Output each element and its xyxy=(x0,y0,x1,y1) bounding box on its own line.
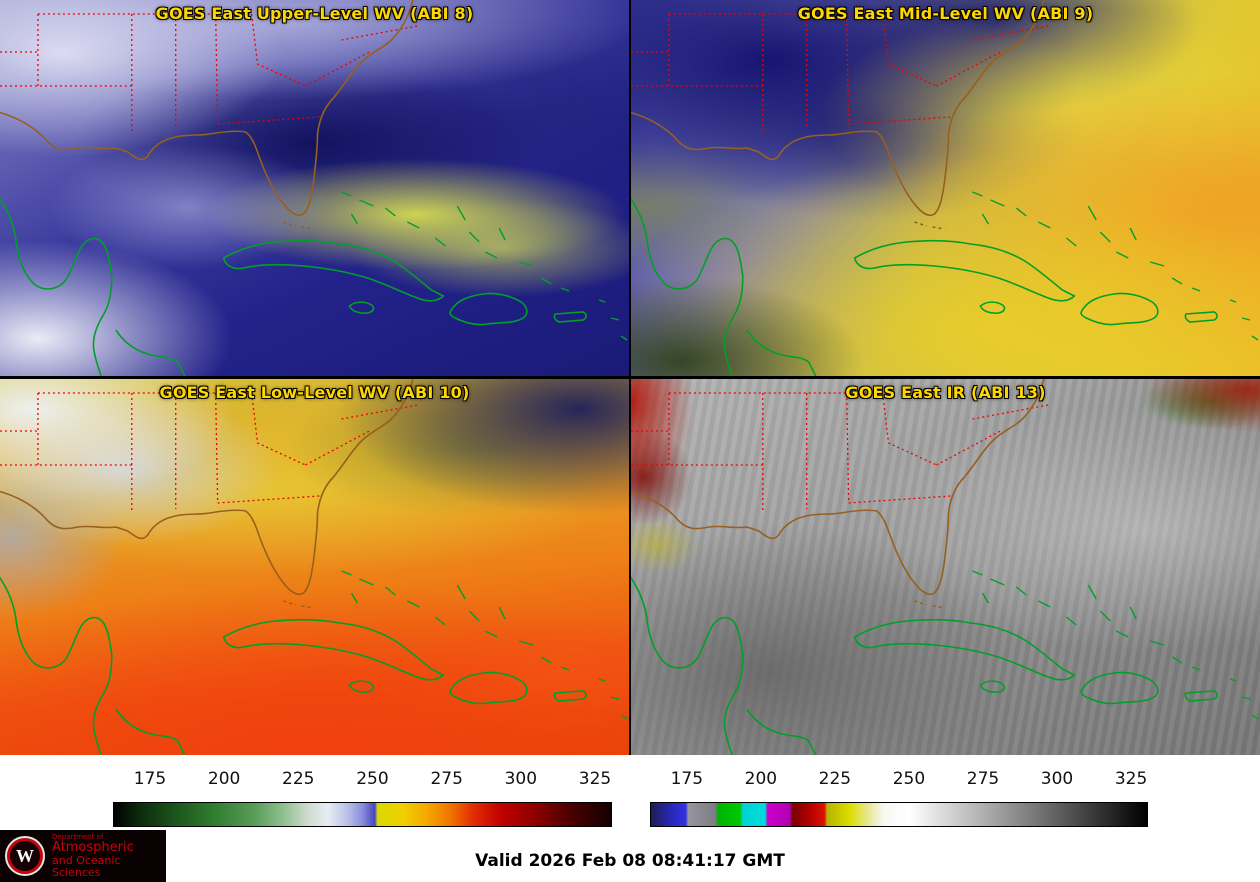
panel-title-abi13: GOES East IR (ABI 13) xyxy=(845,383,1046,402)
colorbar-tick-175: 175 xyxy=(133,769,167,789)
panel-title-abi9: GOES East Mid-Level WV (ABI 9) xyxy=(797,4,1094,23)
ir-colorbar-group: 175 200 225 250 275 300 325 xyxy=(650,755,1148,830)
uw-aos-logo: W Department of Atmospheric and Oceanic … xyxy=(0,830,166,882)
ir-colorbar xyxy=(650,802,1148,827)
panel-ir: GOES East IR (ABI 13) xyxy=(631,379,1260,755)
wv-colorbar-ticks: 175 200 225 250 275 300 325 xyxy=(113,769,612,793)
colorbar-tick-325: 325 xyxy=(578,769,612,789)
panel-title-abi8: GOES East Upper-Level WV (ABI 8) xyxy=(155,4,474,23)
panel-mid-level-wv: GOES East Mid-Level WV (ABI 9) xyxy=(631,0,1260,376)
colorbar-tick-300: 300 xyxy=(1040,769,1074,789)
logo-department-of: Department of xyxy=(52,833,104,841)
satellite-panel-grid: GOES East Upper-Level WV (ABI 8) GOES Ea… xyxy=(0,0,1260,755)
colorbar-tick-300: 300 xyxy=(504,769,538,789)
wv-colorbar-group: 175 200 225 250 275 300 325 xyxy=(113,755,612,830)
colorbar-tick-275: 275 xyxy=(966,769,1000,789)
map-overlay xyxy=(631,0,1259,376)
colorbar-tick-325: 325 xyxy=(1114,769,1148,789)
uw-crest-icon: W xyxy=(5,836,45,876)
colorbar-tick-200: 200 xyxy=(744,769,778,789)
ir-colorbar-ticks: 175 200 225 250 275 300 325 xyxy=(650,769,1148,793)
logo-atmospheric: Atmospheric xyxy=(52,840,134,855)
logo-oceanic-sciences: and Oceanic Sciences xyxy=(52,854,121,879)
map-overlay xyxy=(631,379,1259,755)
logo-text-block: Department of Atmospheric and Oceanic Sc… xyxy=(52,833,166,879)
colorbar-tick-225: 225 xyxy=(818,769,852,789)
panel-upper-level-wv: GOES East Upper-Level WV (ABI 8) xyxy=(0,0,629,376)
colorbar-tick-225: 225 xyxy=(282,769,315,789)
colorbar-tick-250: 250 xyxy=(892,769,926,789)
panel-low-level-wv: GOES East Low-Level WV (ABI 10) xyxy=(0,379,629,755)
colorbar-tick-175: 175 xyxy=(670,769,704,789)
colorbar-tick-250: 250 xyxy=(356,769,389,789)
crest-letter: W xyxy=(16,846,34,866)
colorbar-tick-275: 275 xyxy=(430,769,463,789)
valid-time-text: Valid 2026 Feb 08 08:41:17 GMT xyxy=(475,851,785,871)
map-overlay xyxy=(0,379,628,755)
colorbar-section: 175 200 225 250 275 300 325 175 200 225 … xyxy=(0,755,1260,830)
footer: W Department of Atmospheric and Oceanic … xyxy=(0,830,1260,882)
wv-colorbar xyxy=(113,802,612,827)
colorbar-tick-200: 200 xyxy=(207,769,241,789)
panel-title-abi10: GOES East Low-Level WV (ABI 10) xyxy=(159,383,470,402)
map-overlay xyxy=(0,0,628,376)
